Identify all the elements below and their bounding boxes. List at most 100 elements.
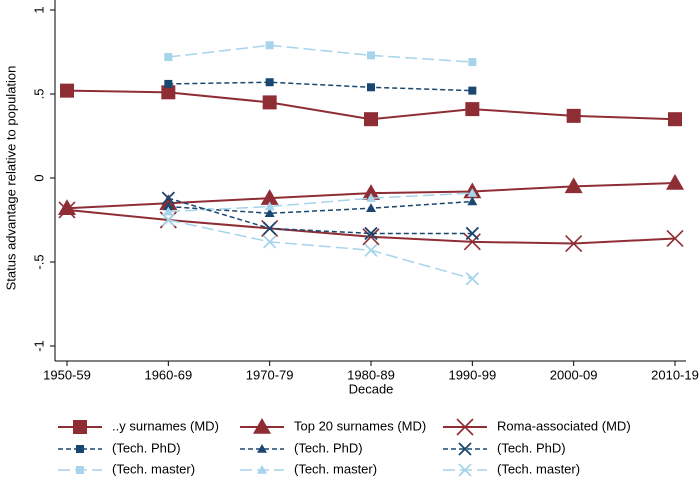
marker-triangle: [257, 465, 267, 474]
marker: [468, 86, 477, 95]
marker-square: [465, 102, 480, 117]
marker: [366, 203, 376, 212]
marker: [367, 83, 375, 92]
x-tick-label: 1970-79: [246, 367, 294, 382]
marker: [253, 418, 271, 434]
marker: [666, 229, 684, 248]
x-tick-label: 2010-19: [651, 367, 699, 382]
marker-square: [566, 108, 581, 123]
marker: [458, 442, 472, 456]
legend-label: (Tech. master): [497, 461, 580, 476]
marker: [362, 184, 380, 200]
marker-x: [161, 213, 175, 227]
x-tick-label: 1950-59: [43, 367, 91, 382]
marker-x: [364, 243, 378, 257]
y-tick-label: .5: [31, 89, 46, 100]
marker: [463, 233, 481, 251]
x-tick-label: 1980-89: [347, 367, 395, 382]
marker: [262, 95, 277, 110]
marker-x: [161, 191, 175, 205]
y-tick-label: -1: [31, 340, 46, 352]
marker-triangle: [264, 208, 275, 218]
marker-x: [463, 233, 481, 251]
marker-triangle: [564, 177, 583, 194]
marker-triangle: [467, 188, 478, 197]
x-tick-label: 2000-09: [550, 367, 598, 382]
marker: [666, 174, 684, 190]
x-tick-label: 1960-69: [144, 367, 192, 382]
marker-triangle: [260, 189, 279, 205]
marker-square: [73, 420, 87, 434]
legend-label: Roma-associated (MD): [497, 418, 631, 433]
y-tick-label: 0: [31, 174, 46, 181]
marker: [263, 235, 277, 249]
x-tick-label: 1990-99: [448, 367, 496, 382]
marker-x: [458, 463, 472, 477]
marker-x: [458, 442, 472, 456]
series-line: [168, 81, 473, 92]
marker-square: [468, 58, 477, 67]
y-tick-label: 1: [31, 6, 46, 13]
marker: [565, 234, 583, 253]
marker: [76, 466, 84, 474]
marker: [263, 221, 277, 236]
y-axis-label: Status advantage relative to population: [3, 66, 18, 291]
marker-square: [262, 95, 277, 110]
marker-triangle: [253, 418, 271, 434]
marker-square: [265, 41, 274, 50]
marker: [163, 206, 174, 216]
marker-square: [367, 51, 375, 60]
marker-square: [60, 83, 74, 98]
x-axis-label: Decade: [349, 381, 394, 396]
marker: [163, 201, 174, 211]
marker-x: [364, 226, 378, 241]
marker-square: [265, 78, 274, 87]
marker-square: [161, 85, 176, 100]
series-line: [168, 197, 473, 235]
legend-label: ..y surnames (MD): [112, 418, 219, 433]
marker: [362, 228, 380, 246]
marker-square: [164, 53, 173, 62]
marker: [564, 177, 583, 194]
marker: [161, 85, 176, 100]
marker: [668, 112, 682, 127]
marker-x: [666, 229, 684, 248]
marker: [456, 418, 474, 436]
series-line: [168, 219, 473, 280]
marker: [467, 196, 478, 206]
marker: [467, 188, 478, 197]
marker-triangle: [163, 206, 174, 216]
legend-label: (Tech. master): [294, 461, 377, 476]
marker-x: [263, 235, 277, 249]
marker-x: [58, 201, 76, 219]
marker: [465, 272, 479, 286]
marker: [366, 193, 376, 202]
marker-square: [668, 112, 682, 127]
marker-x: [456, 418, 474, 436]
marker-triangle: [264, 201, 275, 211]
marker: [566, 108, 581, 123]
marker: [264, 208, 275, 218]
marker: [164, 53, 173, 62]
legend-label: (Tech. master): [112, 461, 195, 476]
marker-x: [565, 234, 583, 253]
legend-label: (Tech. PhD): [497, 440, 566, 455]
legend-label: (Tech. PhD): [294, 440, 363, 455]
marker-triangle: [257, 444, 267, 453]
marker: [265, 78, 274, 87]
marker: [465, 102, 480, 117]
marker-square: [468, 86, 477, 95]
marker-triangle: [362, 184, 380, 200]
marker: [161, 213, 175, 227]
marker: [468, 58, 477, 67]
marker-x: [465, 272, 479, 286]
marker-triangle: [467, 196, 478, 206]
marker: [73, 420, 87, 434]
marker-square: [367, 83, 375, 92]
legend-label: (Tech. PhD): [112, 440, 181, 455]
marker-square: [164, 79, 173, 88]
marker-square: [364, 112, 378, 127]
marker-triangle: [163, 201, 174, 211]
y-tick-label: -.5: [31, 254, 46, 269]
